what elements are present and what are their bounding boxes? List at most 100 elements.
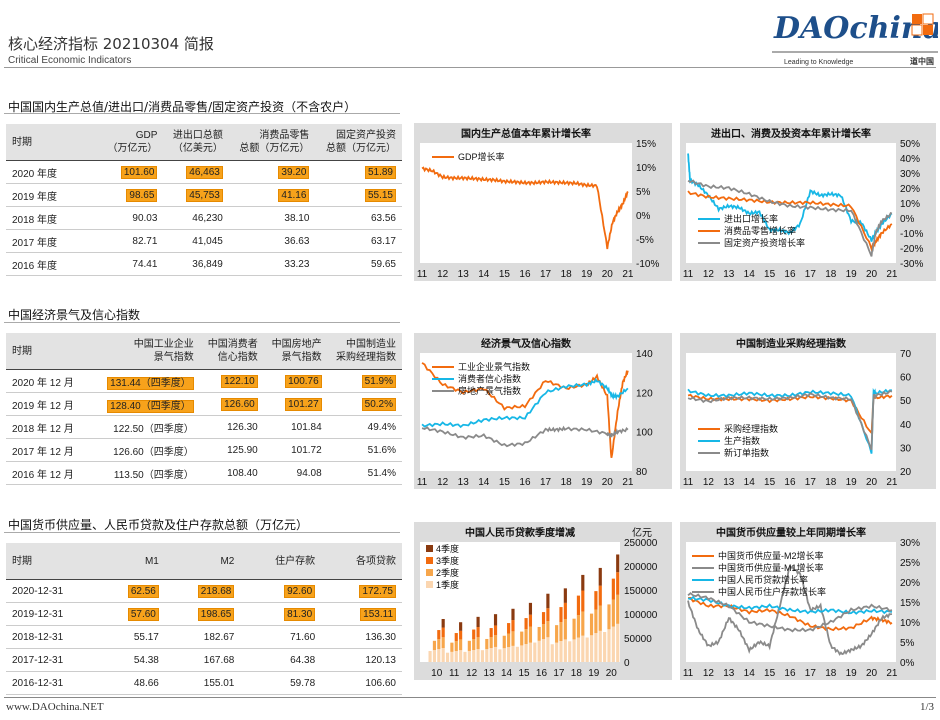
- table-cell: 153.11: [321, 602, 402, 626]
- table-cell: 38.10: [228, 206, 316, 230]
- y-tick-label: 150000: [624, 586, 658, 597]
- bar-segment: [511, 620, 515, 632]
- table-cell: 98.65: [98, 183, 164, 207]
- x-tick-label: 17: [805, 668, 817, 679]
- bar-segment: [541, 612, 546, 625]
- table-cell: 125.90: [199, 438, 264, 462]
- sentiment-index-table: 时期 中国工业企业 景气指数 中国消费者 信心指数 中国房地产 景气指数 中国制造业 采购经理指…: [6, 333, 402, 485]
- y-tick-label: 100000: [624, 610, 658, 621]
- legend-label: 中国人民币住户存款增长率: [718, 586, 826, 597]
- loan-quarterly-chart-panel: 中国人民币贷款季度增减 亿元 250000 200000 150000 100000 500…: [414, 522, 672, 680]
- gdp-growth-chart: 国内生产总值本年累计增长率 11 12 13 14 15 16 17 18 19 20 21 15% 10…: [417, 127, 660, 280]
- table-row: 2019 年 12 月 128.40（四季度） 126.60 101.27 50.2%: [6, 392, 402, 416]
- x-tick-label: 18: [571, 668, 583, 679]
- table-cell: 55.17: [98, 625, 165, 649]
- table-cell: 2019 年 12 月: [6, 392, 98, 416]
- legend-swatch: [426, 545, 433, 552]
- bar-segment: [616, 623, 620, 662]
- bar-segment: [594, 633, 598, 662]
- table-cell: 36.63: [228, 229, 316, 253]
- x-tick-label: 17: [540, 269, 552, 280]
- table-cell: 2019-12-31: [6, 602, 98, 626]
- bar-segment: [489, 648, 493, 662]
- series-line: [687, 592, 893, 633]
- column-header: 时期: [6, 333, 98, 370]
- x-tick-label: 11: [683, 269, 694, 280]
- legend-label: 消费者信心指数: [458, 373, 521, 384]
- x-tick-label: 18: [825, 269, 837, 280]
- bar-segment: [563, 618, 567, 640]
- table-cell: 2017-12-31: [6, 648, 98, 672]
- table-cell: 50.2%: [327, 392, 402, 416]
- y-tick-label: -10%: [900, 229, 923, 240]
- bar-segment: [585, 637, 589, 662]
- table-cell: 182.67: [164, 625, 241, 649]
- gdp-growth-chart-panel: 国内生产总值本年累计增长率 11 12 13 14 15 16 17 18 19 20 21 15% 10…: [414, 123, 672, 281]
- x-tick-label: 14: [744, 668, 756, 679]
- table-row: 2018-12-31 55.17 182.67 71.60 136.30: [6, 625, 402, 649]
- x-tick-label: 19: [588, 668, 600, 679]
- x-tick-label: 11: [449, 668, 460, 679]
- bar-segment: [528, 626, 533, 643]
- x-tick-label: 13: [458, 269, 470, 280]
- y-tick-label: 30%: [900, 538, 920, 549]
- x-tick-label: 13: [484, 668, 496, 679]
- table-cell: 2017 年度: [6, 229, 98, 253]
- sentiment-chart-panel: 经济景气及信心指数 11 12 13 14 15 16 17 18 19 20 21 140 120 100…: [414, 333, 672, 489]
- bar-segment: [563, 602, 567, 619]
- column-header: M2: [164, 543, 241, 580]
- pmi-chart-panel: 中国制造业采购经理指数 11 12 13 14 15 16 17 18 19 20 21 70 60 50 4…: [680, 333, 936, 489]
- section-divider: [4, 113, 400, 114]
- bar-segment: [489, 637, 493, 649]
- x-tick-label: 21: [886, 668, 898, 679]
- y-tick-label: 15%: [900, 598, 920, 609]
- x-tick-label: 14: [478, 269, 490, 280]
- bar-segment: [528, 602, 533, 615]
- footer-website[interactable]: www.DAOchina.NET: [6, 701, 104, 713]
- table-cell: 2016 年度: [6, 252, 98, 276]
- table-cell: 51.4%: [327, 461, 402, 485]
- table-row: 2019-12-31 57.60 198.65 81.30 153.11: [6, 602, 402, 626]
- bar-segment: [524, 629, 528, 645]
- bar-segment: [437, 630, 441, 640]
- column-header: 住户存款: [240, 543, 322, 580]
- plot-area: [420, 353, 632, 471]
- chart-title: 国内生产总值本年累计增长率: [461, 127, 591, 140]
- x-tick-label: 12: [437, 269, 449, 280]
- y-tick-label: 250000: [624, 538, 658, 549]
- table-cell: 59.65: [315, 252, 402, 276]
- bar-segment: [611, 578, 615, 600]
- table-cell: 172.75: [321, 579, 402, 603]
- y-tick-label: -20%: [900, 244, 923, 255]
- x-tick-label: 17: [805, 477, 817, 488]
- trade-consumption-investment-chart-panel: 进出口、消费及投资本年累计增长率 11 12 13 14 15 16 17 18 19 20 21 50…: [680, 123, 936, 281]
- y-tick-label: 50%: [900, 139, 920, 150]
- bar-segment: [533, 642, 537, 662]
- bar-segment: [445, 652, 450, 662]
- y-tick-label: 0%: [900, 658, 915, 669]
- bar-segment: [459, 639, 463, 651]
- x-tick-label: 11: [683, 477, 694, 488]
- bar-segment: [441, 648, 445, 662]
- y-tick-label: 0%: [636, 211, 651, 222]
- x-tick-label: 11: [417, 269, 428, 280]
- table-cell: 126.60（四季度）: [98, 438, 200, 462]
- bar-segment: [563, 639, 567, 662]
- bar-segment: [576, 637, 581, 662]
- x-tick-label: 15: [764, 269, 776, 280]
- table-cell: 120.13: [321, 648, 402, 672]
- table-cell: 49.4%: [327, 415, 402, 439]
- column-header: GDP （万亿元）: [98, 124, 164, 161]
- table-cell: 128.40（四季度）: [98, 392, 200, 416]
- column-header: 消费品零售 总额（万亿元）: [228, 124, 316, 161]
- y-tick-label: 10%: [636, 163, 656, 174]
- table-cell: 155.01: [164, 671, 241, 695]
- legend-label: 新订单指数: [724, 447, 769, 458]
- table-cell: 54.38: [98, 648, 165, 672]
- bar-segment: [489, 628, 493, 638]
- y-tick-label: 40: [900, 420, 912, 431]
- bar-segment: [437, 649, 441, 662]
- unit-label: 亿元: [632, 526, 652, 539]
- y-tick-label: 20%: [900, 184, 920, 195]
- bar-segment: [572, 618, 576, 640]
